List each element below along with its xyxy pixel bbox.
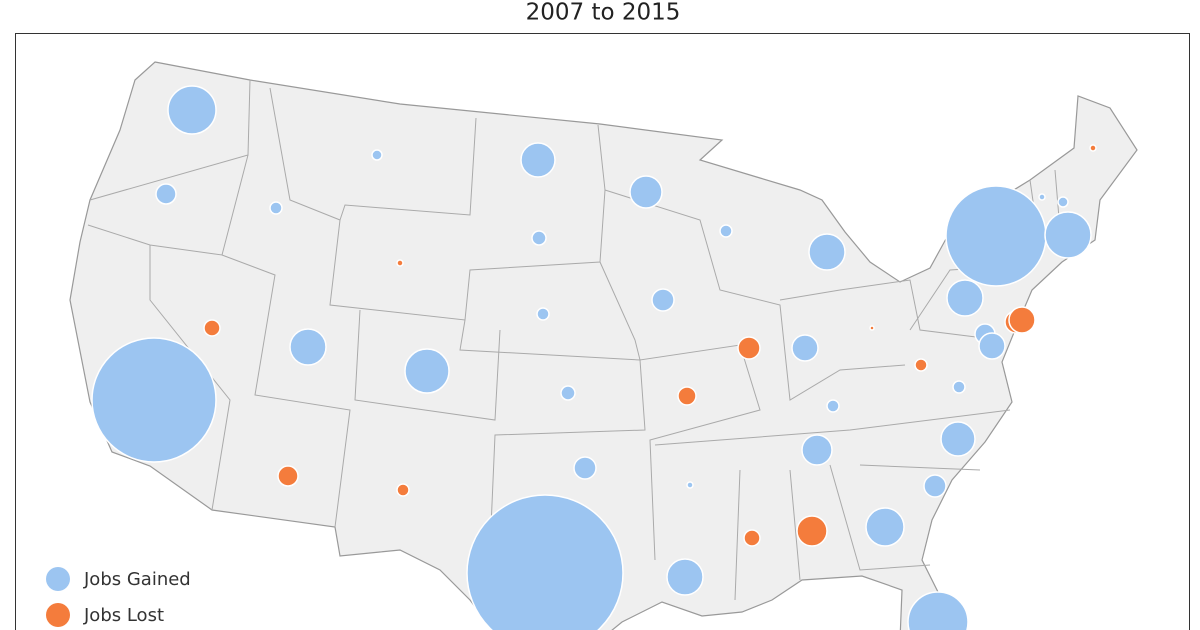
bubble-lost	[396, 259, 404, 267]
bubble-gained	[167, 85, 217, 135]
legend-label: Jobs Gained	[83, 569, 191, 590]
bubble-gained	[826, 399, 840, 413]
bubble-lost	[277, 465, 299, 487]
bubbles	[91, 85, 1097, 630]
bubble-lost	[743, 529, 761, 547]
bubble-gained	[1044, 211, 1092, 259]
bubble-gained	[1057, 196, 1069, 208]
bubble-gained	[791, 334, 819, 362]
bubble-gained	[946, 279, 984, 317]
bubble-gained	[560, 385, 576, 401]
bubble-lost	[1089, 144, 1097, 152]
bubble-gained	[289, 328, 327, 366]
us-outline	[69, 61, 1138, 630]
bubble-lost	[869, 325, 875, 331]
bubble-gained	[651, 288, 675, 312]
legend-swatch	[46, 603, 70, 627]
bubble-lost	[396, 483, 410, 497]
state-borders	[87, 79, 1061, 601]
legend-label: Jobs Lost	[83, 605, 164, 626]
bubble-lost	[203, 319, 221, 337]
bubble-gained	[520, 142, 556, 178]
bubble-gained	[155, 183, 177, 205]
bubble-gained	[978, 332, 1006, 360]
legend: Jobs Gained Jobs Lost	[46, 567, 191, 627]
bubble-gained	[945, 185, 1047, 287]
bubble-lost	[1008, 306, 1036, 334]
bubble-gained	[91, 337, 217, 463]
bubble-gained	[865, 507, 905, 547]
bubble-gained	[666, 558, 704, 596]
bubble-gained	[808, 233, 846, 271]
bubble-lost	[796, 515, 828, 547]
bubble-lost	[677, 386, 697, 406]
bubble-gained	[907, 591, 969, 630]
bubble-gained	[573, 456, 597, 480]
bubble-gained	[404, 348, 450, 394]
bubble-gained	[466, 494, 624, 630]
bubble-gained	[940, 421, 976, 457]
bubble-gained	[801, 434, 833, 466]
bubble-gained	[531, 230, 547, 246]
bubble-lost	[914, 358, 928, 372]
bubble-gained	[952, 380, 966, 394]
map-title: 2007 to 2015	[526, 0, 681, 26]
bubble-gained	[1038, 193, 1046, 201]
bubble-gained	[923, 474, 947, 498]
bubble-lost	[737, 336, 761, 360]
bubble-gained	[686, 481, 694, 489]
bubble-gained	[371, 149, 383, 161]
bubble-gained	[269, 201, 283, 215]
legend-swatch	[46, 567, 70, 591]
bubble-gained	[629, 175, 663, 209]
bubble-gained	[719, 224, 733, 238]
bubble-gained	[536, 307, 550, 321]
